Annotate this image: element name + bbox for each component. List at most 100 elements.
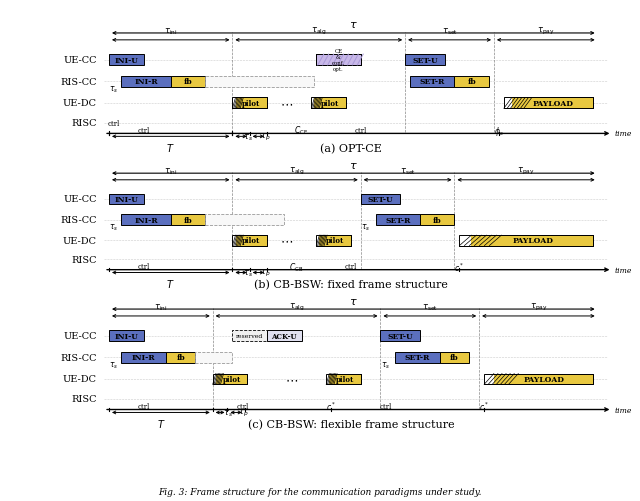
Bar (361, 194, 400, 204)
Bar (504, 98, 593, 109)
Text: $\tau$: $\tau$ (349, 296, 358, 306)
Text: ACK-U: ACK-U (271, 332, 297, 340)
Text: pilot: pilot (223, 375, 241, 383)
Text: $\cdots$: $\cdots$ (280, 234, 293, 247)
Text: CE
&
conf.
opt.: CE & conf. opt. (332, 49, 345, 72)
Text: ctrl: ctrl (355, 127, 367, 135)
Bar (205, 215, 284, 225)
Text: $\tau_s$: $\tau_s$ (361, 222, 371, 232)
Bar (232, 331, 267, 341)
Text: $T$: $T$ (166, 141, 175, 153)
Text: $\tau_p$: $\tau_p$ (260, 268, 271, 279)
Text: INI-U: INI-U (115, 195, 138, 203)
Text: $C_{\rm CB}$: $C_{\rm CB}$ (289, 261, 304, 273)
Bar (396, 352, 440, 363)
Bar (316, 235, 319, 246)
Text: $\tau_p$: $\tau_p$ (260, 132, 271, 143)
Text: $T$: $T$ (166, 277, 175, 289)
Text: $\tau_{\rm ini}$: $\tau_{\rm ini}$ (164, 166, 177, 177)
Text: RISC: RISC (71, 119, 97, 128)
Bar (484, 374, 593, 385)
Bar (232, 235, 236, 246)
Text: SET-U: SET-U (367, 195, 394, 203)
Text: $\tau_{\rm set}$: $\tau_{\rm set}$ (422, 302, 438, 313)
Text: pilot: pilot (243, 100, 260, 108)
Bar (232, 98, 267, 109)
Bar (376, 215, 420, 225)
Text: INI-U: INI-U (115, 57, 138, 65)
Text: UE-CC: UE-CC (63, 56, 97, 65)
Bar (212, 374, 247, 385)
Text: (b) CB-BSW: fixed frame structure: (b) CB-BSW: fixed frame structure (254, 279, 448, 290)
Text: fb: fb (467, 78, 476, 86)
Bar (212, 374, 247, 385)
Text: pilot: pilot (326, 237, 344, 245)
Text: ctrl: ctrl (138, 402, 150, 410)
Text: INI-U: INI-U (115, 332, 138, 340)
Text: UE-DC: UE-DC (63, 99, 97, 108)
Text: RIS-CC: RIS-CC (60, 78, 97, 87)
Text: RISC: RISC (71, 255, 97, 264)
Text: UE-CC: UE-CC (63, 332, 97, 341)
Text: $T$: $T$ (157, 417, 165, 429)
Text: UE-DC: UE-DC (63, 236, 97, 245)
Bar (267, 331, 301, 341)
Bar (410, 77, 454, 88)
Text: fb: fb (176, 354, 185, 362)
Text: $\tau_s$: $\tau_s$ (243, 268, 253, 278)
Text: $\tau_{\rm pay}$: $\tau_{\rm pay}$ (517, 166, 535, 177)
Text: fb: fb (450, 354, 459, 362)
Bar (312, 98, 346, 109)
Text: reserved: reserved (236, 334, 264, 339)
Bar (484, 374, 494, 385)
Bar (232, 98, 236, 109)
Bar (212, 374, 216, 385)
Text: $\tau$: $\tau$ (349, 21, 358, 31)
Text: $\tau_s$: $\tau_s$ (109, 360, 118, 370)
Text: fb: fb (184, 216, 193, 224)
Text: RIS-CC: RIS-CC (60, 353, 97, 362)
Bar (205, 77, 314, 88)
Text: INI-R: INI-R (134, 78, 158, 86)
Bar (109, 194, 143, 204)
Text: $\tau_s$: $\tau_s$ (109, 84, 118, 95)
Text: INI-R: INI-R (134, 216, 158, 224)
Bar (504, 98, 593, 109)
Bar (109, 331, 143, 341)
Bar (232, 235, 267, 246)
Text: ctrl: ctrl (138, 263, 150, 271)
Bar (316, 55, 361, 66)
Text: $\tau_{\rm ini}$: $\tau_{\rm ini}$ (164, 27, 177, 37)
Bar (454, 77, 489, 88)
Text: $\tau_s$: $\tau_s$ (223, 407, 232, 418)
Text: time: time (615, 130, 632, 138)
Text: $C_{\rm CE}$: $C_{\rm CE}$ (294, 125, 308, 137)
Text: RIS-CC: RIS-CC (60, 215, 97, 224)
Text: (a) OPT-CE: (a) OPT-CE (320, 144, 382, 154)
Text: $\tau$: $\tau$ (349, 160, 358, 170)
Bar (326, 374, 361, 385)
Text: PAYLOAD: PAYLOAD (512, 237, 553, 245)
Text: SET-R: SET-R (385, 216, 410, 224)
Text: RISC: RISC (71, 394, 97, 403)
Text: fb: fb (433, 216, 442, 224)
Bar (460, 235, 472, 246)
Text: ctrl: ctrl (345, 263, 357, 271)
Text: ctrl: ctrl (138, 127, 150, 135)
Bar (166, 352, 195, 363)
Text: UE-CC: UE-CC (63, 195, 97, 204)
Bar (316, 235, 351, 246)
Bar (171, 215, 205, 225)
Bar (504, 98, 512, 109)
Text: $\tau_s$: $\tau_s$ (109, 222, 118, 232)
Bar (122, 352, 166, 363)
Bar (232, 235, 267, 246)
Bar (171, 77, 205, 88)
Text: time: time (615, 406, 632, 414)
Text: $\cdots$: $\cdots$ (285, 373, 298, 386)
Text: $\tau_{\rm pay}$: $\tau_{\rm pay}$ (529, 302, 547, 313)
Bar (380, 331, 420, 341)
Text: Fig. 3: Frame structure for the communication paradigms under study.: Fig. 3: Frame structure for the communic… (158, 487, 482, 496)
Bar (405, 55, 445, 66)
Text: SET-R: SET-R (420, 78, 445, 86)
